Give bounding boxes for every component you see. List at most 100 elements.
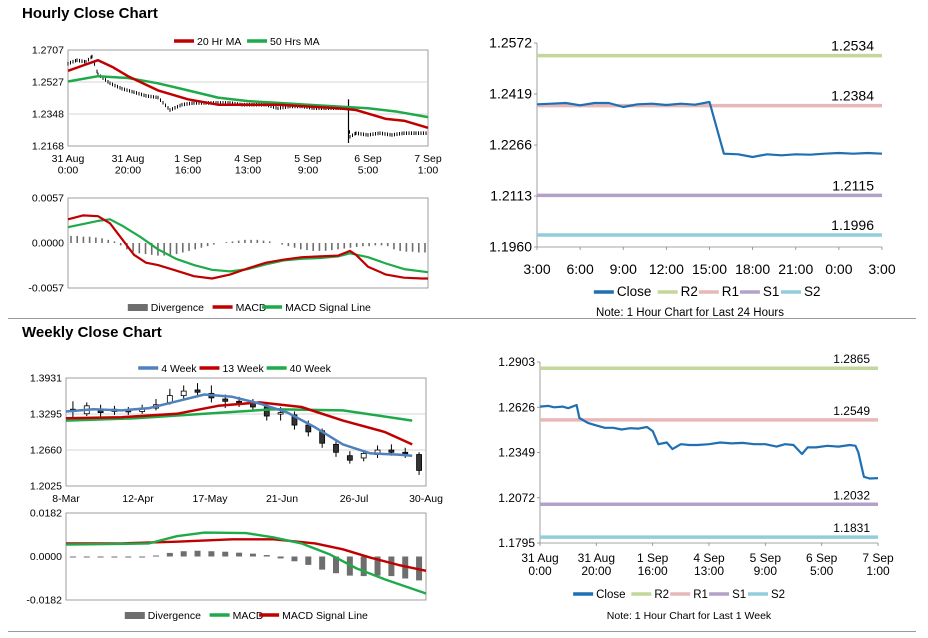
weekly-divergence-bar bbox=[388, 556, 395, 577]
section-divider bbox=[8, 318, 916, 319]
weekly-divergence-bar bbox=[139, 556, 146, 558]
w40-line bbox=[65, 407, 413, 422]
weekly_levels-legend-label: R2 bbox=[654, 589, 669, 601]
hourly-macd-legend-label: MACD Signal Line bbox=[285, 302, 371, 314]
bottom-divider bbox=[8, 631, 916, 632]
weekly-candle-body bbox=[180, 390, 187, 397]
weekly-macd-legend-label: MACD Signal Line bbox=[282, 610, 368, 622]
weekly-candle-body bbox=[333, 443, 339, 453]
hourly_levels-ytick: 1.2419 bbox=[489, 86, 532, 102]
weekly-price-xtick: 26-Jul bbox=[340, 493, 369, 505]
weekly-price-ytick: 1.2660 bbox=[30, 445, 62, 457]
weekly-candle-body bbox=[222, 398, 229, 402]
weekly-macd-legend-label: Divergence bbox=[148, 610, 201, 622]
weekly-divergence-bar bbox=[291, 556, 298, 562]
hourly_levels-xtick: 18:00 bbox=[735, 261, 770, 277]
hourly-price-xtick: 31 Aug 20:00 bbox=[112, 153, 145, 177]
hourly_levels-legend-label: S2 bbox=[804, 284, 821, 299]
weekly-divergence-bar bbox=[125, 556, 132, 558]
weekly_levels-xtick: 6 Sep 5:00 bbox=[806, 551, 838, 578]
weekly_levels-xtick: 5 Sep 9:00 bbox=[750, 551, 782, 578]
weekly_levels-level-label: 1.2549 bbox=[833, 404, 870, 418]
hourly_levels-xtick: 6:00 bbox=[567, 261, 594, 277]
weekly-macd-legend-swatch bbox=[124, 612, 145, 619]
weekly_levels-ytick: 1.2626 bbox=[498, 400, 535, 414]
hourly-macd-ytick: 0.0000 bbox=[32, 238, 64, 250]
hourly_levels-close-line bbox=[536, 100, 883, 159]
hourly-price-xtick: 7 Sep 1:00 bbox=[414, 153, 442, 177]
hourly_levels-ytick: 1.2266 bbox=[489, 137, 532, 153]
hourly-price-ytick: 1.2527 bbox=[32, 77, 64, 89]
weekly-macd-legend-label: MACD bbox=[233, 610, 264, 622]
weekly-divergence-bar bbox=[153, 555, 159, 557]
weekly-price-legend-label: 40 Week bbox=[290, 363, 332, 375]
weekly-price-xtick: 8-Mar bbox=[52, 493, 80, 505]
weekly-price-xtick: 12-Apr bbox=[122, 493, 154, 505]
weekly_levels-xtick: 7 Sep 1:00 bbox=[862, 551, 894, 578]
hourly_levels-ytick: 1.2572 bbox=[489, 35, 532, 51]
weekly-price-legend-label: 13 Week bbox=[222, 363, 264, 375]
weekly-candle-body bbox=[305, 424, 312, 433]
weekly-price-legend-label: 4 Week bbox=[161, 363, 197, 375]
weekly-divergence-bar bbox=[194, 550, 201, 557]
hourly-macd-ytick: 0.0057 bbox=[32, 193, 64, 205]
weekly-price-ytick: 1.2025 bbox=[30, 481, 62, 493]
weekly-macd-ytick: 0.0182 bbox=[30, 508, 62, 520]
weekly-macd-ytick: -0.0182 bbox=[26, 595, 62, 607]
weekly-candle-body bbox=[388, 449, 395, 453]
weekly-divergence-bar bbox=[360, 556, 367, 577]
hourly-macd-legend-label: Divergence bbox=[151, 302, 204, 314]
hourly-price-xtick: 5 Sep 9:00 bbox=[294, 153, 322, 177]
hourly_levels-level-label: 1.1996 bbox=[831, 217, 874, 233]
weekly-divergence-bar bbox=[333, 556, 339, 574]
weekly-divergence-bar bbox=[69, 556, 76, 558]
hourly-price-ytick: 1.2348 bbox=[32, 109, 64, 121]
hourly_levels-level-label: 1.2115 bbox=[832, 177, 874, 193]
weekly_levels-note: Note: 1 Hour Chart for Last 1 Week bbox=[607, 610, 772, 622]
hourly-price-xtick: 4 Sep 13:00 bbox=[234, 153, 262, 177]
hourly_levels-xtick: 3:00 bbox=[523, 261, 550, 277]
hourly_levels-legend-label: Close bbox=[617, 284, 652, 299]
hourly-section-title: Hourly Close Chart bbox=[22, 5, 158, 22]
weekly-price-ytick: 1.3295 bbox=[30, 409, 62, 421]
weekly-candle-body bbox=[346, 455, 353, 461]
weekly_levels-level-label: 1.2865 bbox=[833, 352, 870, 366]
w13-line bbox=[65, 401, 413, 446]
hourly_levels-level-label: 1.2384 bbox=[831, 88, 874, 104]
weekly-macd-frame bbox=[65, 512, 427, 601]
weekly_levels-legend-label: S2 bbox=[771, 589, 785, 601]
weekly-divergence-bar bbox=[305, 556, 312, 565]
weekly-candle-body bbox=[236, 400, 242, 404]
ma50-line bbox=[67, 74, 429, 119]
weekly-price-frame bbox=[65, 377, 427, 487]
weekly_levels-ytick: 1.1795 bbox=[498, 536, 535, 550]
hourly-price-frame bbox=[67, 49, 429, 147]
hourly_levels-note: Note: 1 Hour Chart for Last 24 Hours bbox=[596, 307, 784, 319]
weekly_levels-xtick: 31 Aug 0:00 bbox=[521, 551, 558, 578]
hourly_levels-xtick: 9:00 bbox=[610, 261, 637, 277]
weekly-macd-ytick: 0.0000 bbox=[30, 551, 62, 563]
hourly-macd-line bbox=[67, 214, 428, 280]
weekly-divergence-bar bbox=[249, 553, 256, 557]
weekly_levels-ytick: 1.2349 bbox=[498, 446, 535, 460]
weekly-divergence-bar bbox=[208, 551, 215, 557]
weekly-price-xtick: 17-May bbox=[192, 493, 228, 505]
weekly_levels-xtick: 1 Sep 16:00 bbox=[637, 551, 669, 578]
weekly_levels-xtick: 4 Sep 13:00 bbox=[693, 551, 725, 578]
hourly_levels-legend-label: R1 bbox=[722, 284, 739, 299]
hourly-signal-line bbox=[67, 218, 429, 274]
hourly-macd-frame bbox=[67, 197, 429, 289]
weekly-divergence-bar bbox=[263, 555, 270, 557]
weekly-candle-body bbox=[360, 453, 367, 459]
weekly_levels-legend-label: Close bbox=[596, 589, 625, 601]
weekly-divergence-bar bbox=[319, 556, 326, 570]
hourly-price-ytick: 1.2168 bbox=[32, 141, 64, 153]
weekly_levels-legend-label: R1 bbox=[693, 589, 708, 601]
weekly-section-title: Weekly Close Chart bbox=[22, 324, 162, 341]
weekly_levels-close-line bbox=[539, 403, 879, 480]
weekly_levels-level-label: 1.1831 bbox=[833, 521, 870, 535]
hourly_levels-ytick: 1.1960 bbox=[489, 239, 532, 255]
ma20-line bbox=[67, 58, 429, 129]
weekly-divergence-bar bbox=[111, 556, 118, 558]
hourly_levels-ytick: 1.2113 bbox=[490, 188, 532, 204]
